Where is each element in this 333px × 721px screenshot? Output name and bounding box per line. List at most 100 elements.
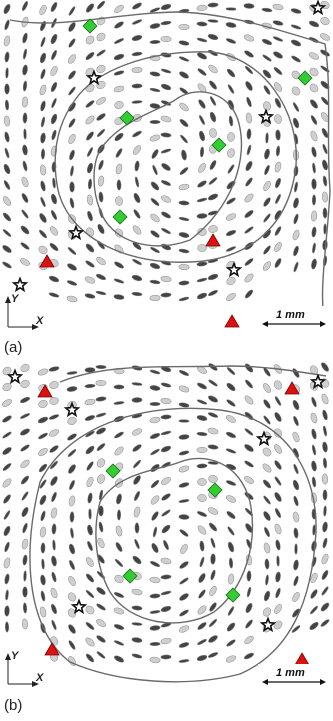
polarization-ellipse [293,495,299,507]
black-star-marker [309,0,327,16]
black-star-marker [259,616,277,633]
polarization-ellipse [150,495,160,505]
polarization-ellipse [150,246,160,254]
polarization-ellipse [179,71,189,79]
axis-y-label: Y [11,293,20,305]
polarization-ellipse [87,210,93,222]
polarization-ellipse [322,409,328,421]
polarization-ellipse [40,20,46,32]
polarization-ellipse [85,51,95,61]
polarization-ellipse [39,52,47,64]
polarization-ellipse [179,609,189,617]
polarization-ellipse [226,367,236,375]
polarization-ellipse [179,593,189,601]
polarization-ellipse [113,640,125,646]
polarization-ellipse [52,539,56,551]
polarization-ellipse [97,537,105,549]
polarization-ellipse [39,606,47,618]
polarization-ellipse [150,181,160,191]
polarization-ellipse [40,36,46,48]
polarization-ellipse [311,258,317,270]
polarization-ellipse [98,191,104,203]
polarization-ellipse [292,431,300,443]
polarization-ellipse [96,16,106,26]
polarization-ellipse [246,128,252,140]
polarization-ellipse [291,86,301,96]
polarization-ellipse [2,478,12,488]
polarization-ellipse [20,379,30,389]
polarization-ellipse [40,68,46,80]
polarization-ellipse [310,412,318,424]
black-star-marker [85,69,103,86]
polarization-ellipse [160,132,172,138]
polarization-ellipse [116,179,122,191]
polarization-ellipse [21,491,29,501]
polarization-ellipse [197,68,207,76]
polarization-ellipse [161,211,171,219]
contour-outer [59,365,327,383]
polarization-ellipse [85,35,95,45]
polarization-ellipse [149,576,161,584]
polarization-ellipse [20,444,30,452]
polarization-ellipse [5,67,9,79]
polarization-ellipse [3,180,11,190]
polarization-ellipse [3,557,11,569]
polarization-ellipse [96,587,106,595]
polarization-ellipse [132,444,142,452]
polarization-ellipse [178,499,190,503]
polarization-ellipse [114,21,124,29]
polarization-ellipse [228,115,234,127]
black-star-marker [225,261,243,278]
panel-b: Y X 1 mm (b) [0,362,333,721]
polarization-ellipse [264,148,270,160]
polarization-ellipse [208,395,218,403]
polarization-ellipse [96,603,106,611]
polarization-ellipse [197,605,207,615]
polarization-ellipse [210,553,216,565]
polarization-ellipse [207,652,219,658]
polarization-ellipse [161,509,171,517]
panel-label-b: (b) [4,697,23,714]
polarization-ellipse [209,111,217,123]
polarization-ellipse [84,383,96,389]
polarization-ellipse [196,415,208,421]
polarization-ellipse [40,180,46,192]
scale-bar-label: 1 mm [276,309,305,321]
polarization-ellipse [196,261,208,267]
polarization-ellipse [244,289,254,299]
polarization-ellipse [98,521,104,533]
polarization-ellipse [96,651,106,659]
polarization-ellipse [273,620,283,630]
polarization-ellipse [198,163,206,173]
polarization-ellipse [320,49,330,57]
polarization-ellipse [86,147,94,157]
polarization-ellipse [96,80,106,90]
polarization-ellipse [96,97,106,105]
polarization-ellipse [227,606,235,616]
polarization-ellipse [50,81,58,93]
polarization-ellipse [274,523,282,535]
polarization-ellipse [84,276,96,284]
polarization-ellipse [244,65,254,75]
polarization-ellipse [21,618,29,630]
polarization-ellipse [290,24,302,30]
polarization-ellipse [149,433,161,439]
polarization-ellipse [160,68,172,74]
polarization-ellipse [293,261,299,273]
polarization-ellipse [226,511,236,519]
polarization-ellipse [264,558,270,570]
polarization-ellipse [263,399,271,409]
polarization-ellipse [227,541,235,553]
polarization-ellipse [84,398,96,406]
red-triangle-marker [224,314,240,328]
polarization-ellipse [227,526,235,536]
polarization-ellipse [67,433,77,441]
polarization-ellipse [96,458,106,468]
polarization-ellipse [208,618,218,628]
polarization-ellipse [68,133,76,145]
polarization-ellipse [160,557,172,565]
polarization-ellipse [113,53,125,61]
polarization-ellipse [114,4,124,14]
polarization-ellipse [208,289,218,297]
polarization-ellipse [196,277,208,283]
